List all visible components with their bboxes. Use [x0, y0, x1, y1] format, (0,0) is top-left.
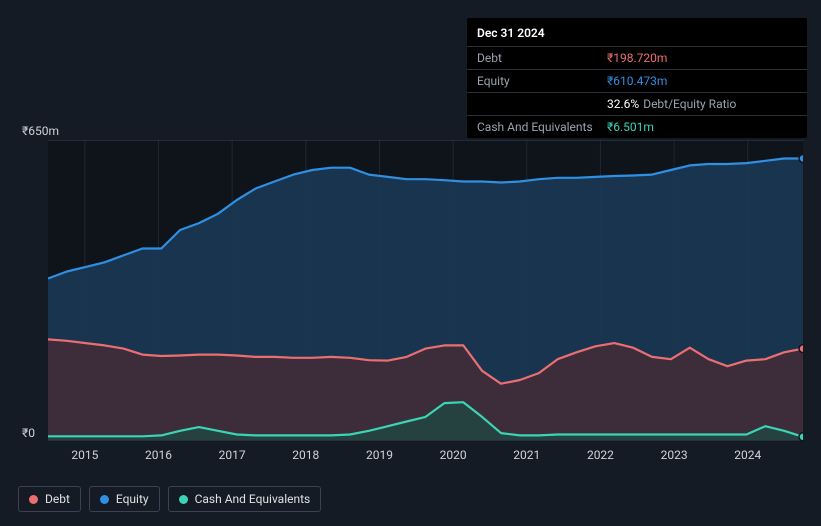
legend-dot — [179, 495, 188, 504]
x-axis-label: 2024 — [734, 448, 761, 462]
tooltip-value: ₹610.473m — [607, 74, 797, 88]
legend-label: Equity — [116, 492, 149, 506]
chart-svg[interactable] — [48, 140, 803, 460]
debt-end-marker — [799, 345, 803, 353]
x-axis-label: 2018 — [292, 448, 319, 462]
legend-item-cash-and-equivalents[interactable]: Cash And Equivalents — [168, 486, 322, 512]
equity-end-marker — [799, 154, 803, 162]
legend-item-equity[interactable]: Equity — [89, 486, 160, 512]
tooltip-label: Debt — [477, 51, 607, 65]
x-axis-label: 2020 — [440, 448, 467, 462]
tooltip-value: 32.6%Debt/Equity Ratio — [607, 97, 797, 111]
x-axis-label: 2015 — [71, 448, 98, 462]
x-axis-label: 2021 — [513, 448, 540, 462]
tooltip-row: Debt₹198.720m — [467, 46, 807, 69]
x-axis-label: 2023 — [661, 448, 688, 462]
legend-label: Debt — [45, 492, 70, 506]
tooltip-date: Dec 31 2024 — [467, 18, 807, 46]
x-axis-labels: 2015 2016 2017 2018 2019 2020 2021 2022 2023 2024 — [48, 448, 803, 468]
legend-dot — [29, 495, 38, 504]
tooltip-label: Equity — [477, 74, 607, 88]
y-axis-max-label: ₹650m — [22, 124, 59, 138]
y-axis-min-label: ₹0 — [22, 426, 35, 440]
x-axis-label: 2017 — [219, 448, 246, 462]
tooltip-row: Equity₹610.473m — [467, 69, 807, 92]
x-axis-label: 2022 — [587, 448, 614, 462]
legend: Debt Equity Cash And Equivalents — [18, 486, 321, 512]
x-axis-label: 2019 — [366, 448, 393, 462]
tooltip-value: ₹198.720m — [607, 51, 797, 65]
legend-dot — [100, 495, 109, 504]
legend-item-debt[interactable]: Debt — [18, 486, 81, 512]
x-axis-label: 2016 — [145, 448, 172, 462]
legend-label: Cash And Equivalents — [195, 492, 311, 506]
chart-container: ₹650m ₹0 2015 2016 2017 2018 2019 2020 2021 202… — [18, 118, 803, 476]
cash-end-marker — [799, 433, 803, 441]
tooltip-row: 32.6%Debt/Equity Ratio — [467, 92, 807, 115]
